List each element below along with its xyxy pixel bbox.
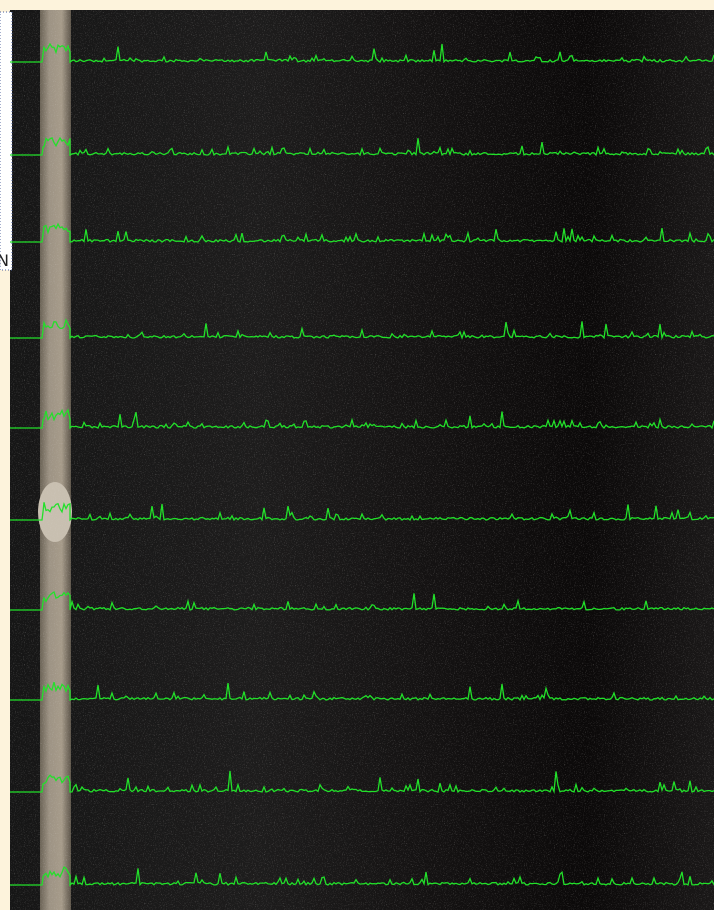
road-texture — [10, 10, 714, 910]
side-panel-label: N — [0, 251, 9, 270]
page: N (() => { const data = JSON.parse(docum… — [0, 0, 714, 910]
pavement-view: N — [0, 0, 714, 910]
side-panel — [0, 12, 12, 270]
